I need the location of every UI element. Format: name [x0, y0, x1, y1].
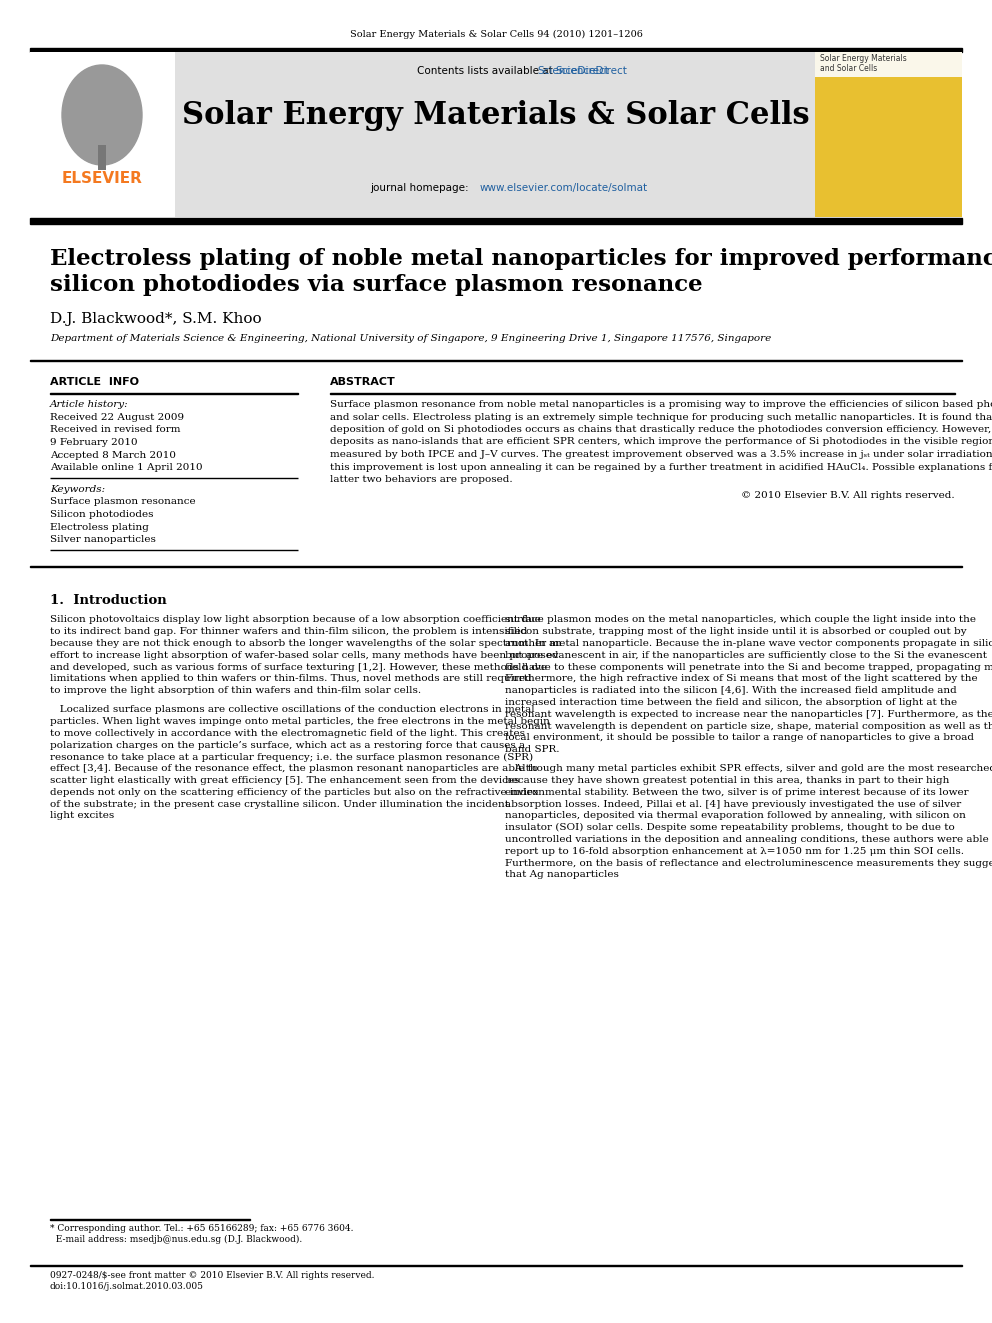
Text: local environment, it should be possible to tailor a range of nanoparticles to g: local environment, it should be possible… — [505, 733, 974, 742]
Text: Silicon photovoltaics display low light absorption because of a low absorption c: Silicon photovoltaics display low light … — [50, 615, 541, 624]
Text: Silicon photodiodes: Silicon photodiodes — [50, 509, 154, 519]
Text: resonant wavelength is dependent on particle size, shape, material composition a: resonant wavelength is dependent on part… — [505, 722, 992, 730]
Text: deposits as nano-islands that are efficient SPR centers, which improve the perfo: deposits as nano-islands that are effici… — [330, 438, 992, 446]
Text: to move collectively in accordance with the electromagnetic field of the light. : to move collectively in accordance with … — [50, 729, 525, 738]
Text: resonant wavelength is expected to increase near the nanoparticles [7]. Furtherm: resonant wavelength is expected to incre… — [505, 710, 992, 718]
Text: resonance to take place at a particular frequency; i.e. the surface plasmon reso: resonance to take place at a particular … — [50, 753, 533, 762]
Text: Silver nanoparticles: Silver nanoparticles — [50, 534, 156, 544]
Text: E-mail address: msedjb@nus.edu.sg (D.J. Blackwood).: E-mail address: msedjb@nus.edu.sg (D.J. … — [50, 1234, 303, 1244]
Text: scatter light elastically with great efficiency [5]. The enhancement seen from t: scatter light elastically with great eff… — [50, 777, 520, 785]
Text: Surface plasmon resonance from noble metal nanoparticles is a promising way to i: Surface plasmon resonance from noble met… — [330, 400, 992, 409]
Text: uncontrolled variations in the deposition and annealing conditions, these author: uncontrolled variations in the depositio… — [505, 835, 992, 844]
Text: Article history:: Article history: — [50, 400, 129, 409]
Text: because they are not thick enough to absorb the longer wavelengths of the solar : because they are not thick enough to abs… — [50, 639, 561, 648]
Text: 9 February 2010: 9 February 2010 — [50, 438, 138, 447]
Text: effect [3,4]. Because of the resonance effect, the plasmon resonant nanoparticle: effect [3,4]. Because of the resonance e… — [50, 765, 539, 773]
Text: light excites: light excites — [50, 811, 114, 820]
Text: Surface plasmon resonance: Surface plasmon resonance — [50, 497, 195, 507]
Bar — [175, 52, 815, 217]
Text: silicon substrate, trapping most of the light inside until it is absorbed or cou: silicon substrate, trapping most of the … — [505, 627, 966, 636]
Text: but are evanescent in air, if the nanoparticles are sufficiently close to the Si: but are evanescent in air, if the nanopa… — [505, 651, 987, 660]
Text: ScienceDirect: ScienceDirect — [555, 66, 627, 75]
Text: ELSEVIER: ELSEVIER — [62, 171, 143, 187]
Text: Keywords:: Keywords: — [50, 484, 105, 493]
Text: absorption losses. Indeed, Pillai et al. [4] have previously investigated the us: absorption losses. Indeed, Pillai et al.… — [505, 799, 961, 808]
Text: © 2010 Elsevier B.V. All rights reserved.: © 2010 Elsevier B.V. All rights reserved… — [741, 491, 955, 500]
Text: ABSTRACT: ABSTRACT — [330, 377, 396, 388]
Text: this improvement is lost upon annealing it can be regained by a further treatmen: this improvement is lost upon annealing … — [330, 463, 992, 471]
Text: Accepted 8 March 2010: Accepted 8 March 2010 — [50, 451, 176, 459]
Text: * Corresponding author. Tel.: +65 65166289; fax: +65 6776 3604.: * Corresponding author. Tel.: +65 651662… — [50, 1224, 353, 1233]
Text: Furthermore, on the basis of reflectance and electroluminescence measurements th: Furthermore, on the basis of reflectance… — [505, 859, 992, 868]
Text: and solar cells. Electroless plating is an extremely simple technique for produc: and solar cells. Electroless plating is … — [330, 413, 992, 422]
Text: Although many metal particles exhibit SPR effects, silver and gold are the most : Although many metal particles exhibit SP… — [505, 765, 992, 773]
Text: Received 22 August 2009: Received 22 August 2009 — [50, 413, 185, 422]
Text: and developed, such as various forms of surface texturing [1,2]. However, these : and developed, such as various forms of … — [50, 663, 547, 672]
Text: measured by both IPCE and J–V curves. The greatest improvement observed was a 3.: measured by both IPCE and J–V curves. Th… — [330, 450, 992, 459]
Bar — [815, 52, 962, 217]
Text: polarization charges on the particle’s surface, which act as a restoring force t: polarization charges on the particle’s s… — [50, 741, 525, 750]
Text: www.elsevier.com/locate/solmat: www.elsevier.com/locate/solmat — [480, 183, 648, 193]
Text: Solar Energy Materials & Solar Cells: Solar Energy Materials & Solar Cells — [183, 101, 809, 131]
Text: another metal nanoparticle. Because the in-plane wave vector components propagat: another metal nanoparticle. Because the … — [505, 639, 992, 648]
Text: Electroless plating of noble metal nanoparticles for improved performance of: Electroless plating of noble metal nanop… — [50, 247, 992, 270]
Text: to improve the light absorption of thin wafers and thin-film solar cells.: to improve the light absorption of thin … — [50, 687, 422, 696]
Bar — [98, 146, 106, 169]
Bar — [30, 218, 962, 224]
Text: Furthermore, the high refractive index of Si means that most of the light scatte: Furthermore, the high refractive index o… — [505, 675, 978, 684]
Text: nanoparticles is radiated into the silicon [4,6]. With the increased field ampli: nanoparticles is radiated into the silic… — [505, 687, 956, 696]
Text: to its indirect band gap. For thinner wafers and thin-film silicon, the problem : to its indirect band gap. For thinner wa… — [50, 627, 528, 636]
Text: Solar Energy Materials & Solar Cells 94 (2010) 1201–1206: Solar Energy Materials & Solar Cells 94 … — [349, 30, 643, 40]
Text: depends not only on the scattering efficiency of the particles but also on the r: depends not only on the scattering effic… — [50, 787, 539, 796]
Text: report up to 16-fold absorption enhancement at λ=1050 nm for 1.25 μm thin SOI ce: report up to 16-fold absorption enhancem… — [505, 847, 964, 856]
Text: Solar Energy Materials: Solar Energy Materials — [820, 54, 907, 64]
Text: field due to these components will penetrate into the Si and become trapped, pro: field due to these components will penet… — [505, 663, 992, 672]
Ellipse shape — [62, 65, 142, 165]
Text: ScienceDirect: ScienceDirect — [538, 66, 609, 75]
Bar — [30, 52, 175, 217]
Text: Contents lists available at: Contents lists available at — [417, 66, 556, 75]
Text: particles. When light waves impinge onto metal particles, the free electrons in : particles. When light waves impinge onto… — [50, 717, 550, 726]
Text: increased interaction time between the field and silicon, the absorption of ligh: increased interaction time between the f… — [505, 699, 957, 706]
Text: and Solar Cells: and Solar Cells — [820, 64, 877, 73]
Bar — [815, 77, 962, 217]
Text: nanoparticles, deposited via thermal evaporation followed by annealing, with sil: nanoparticles, deposited via thermal eva… — [505, 811, 966, 820]
Text: environmental stability. Between the two, silver is of prime interest because of: environmental stability. Between the two… — [505, 787, 968, 796]
Text: Received in revised form: Received in revised form — [50, 426, 181, 434]
Text: silicon photodiodes via surface plasmon resonance: silicon photodiodes via surface plasmon … — [50, 274, 702, 296]
Text: latter two behaviors are proposed.: latter two behaviors are proposed. — [330, 475, 513, 484]
Text: doi:10.1016/j.solmat.2010.03.005: doi:10.1016/j.solmat.2010.03.005 — [50, 1282, 204, 1291]
Text: 0927-0248/$-see front matter © 2010 Elsevier B.V. All rights reserved.: 0927-0248/$-see front matter © 2010 Else… — [50, 1271, 375, 1279]
Text: Department of Materials Science & Engineering, National University of Singapore,: Department of Materials Science & Engine… — [50, 333, 771, 343]
Text: that Ag nanoparticles: that Ag nanoparticles — [505, 871, 619, 880]
Text: 1.  Introduction: 1. Introduction — [50, 594, 167, 606]
Text: Electroless plating: Electroless plating — [50, 523, 149, 532]
Text: Available online 1 April 2010: Available online 1 April 2010 — [50, 463, 202, 472]
Text: deposition of gold on Si photodiodes occurs as chains that drastically reduce th: deposition of gold on Si photodiodes occ… — [330, 425, 992, 434]
Text: limitations when applied to thin wafers or thin-films. Thus, novel methods are s: limitations when applied to thin wafers … — [50, 675, 532, 684]
Text: effort to increase light absorption of wafer-based solar cells, many methods hav: effort to increase light absorption of w… — [50, 651, 558, 660]
Bar — [30, 48, 962, 52]
Text: because they have shown greatest potential in this area, thanks in part to their: because they have shown greatest potenti… — [505, 777, 949, 785]
Bar — [815, 52, 962, 77]
Text: journal homepage:: journal homepage: — [370, 183, 472, 193]
Text: band SPR.: band SPR. — [505, 745, 559, 754]
Text: Localized surface plasmons are collective oscillations of the conduction electro: Localized surface plasmons are collectiv… — [50, 705, 535, 714]
Text: surface plasmon modes on the metal nanoparticles, which couple the light inside : surface plasmon modes on the metal nanop… — [505, 615, 976, 624]
Text: insulator (SOI) solar cells. Despite some repeatability problems, thought to be : insulator (SOI) solar cells. Despite som… — [505, 823, 954, 832]
Text: ARTICLE  INFO: ARTICLE INFO — [50, 377, 139, 388]
Text: D.J. Blackwood*, S.M. Khoo: D.J. Blackwood*, S.M. Khoo — [50, 312, 262, 325]
Text: of the substrate; in the present case crystalline silicon. Under illumination th: of the substrate; in the present case cr… — [50, 799, 509, 808]
